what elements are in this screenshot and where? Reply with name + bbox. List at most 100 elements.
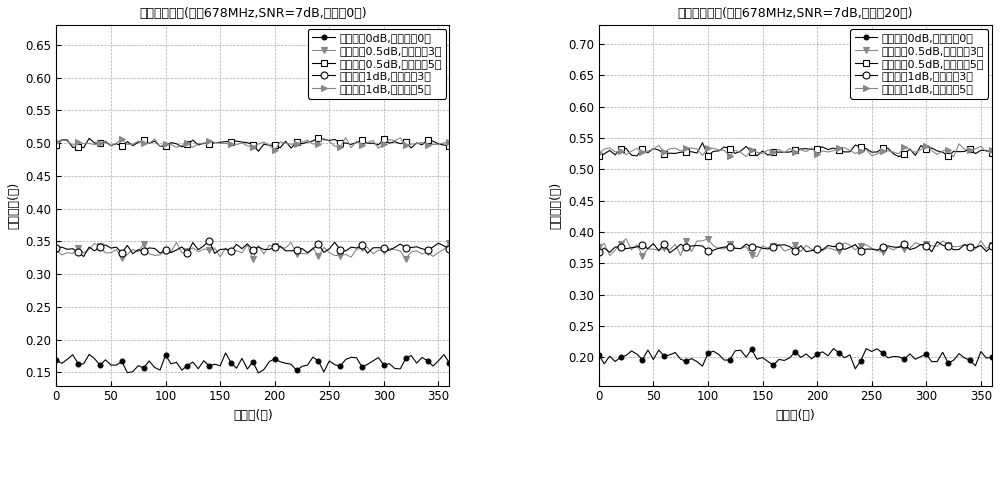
幅度误剘0.5dB,相位误剘5度 <box>389 139 401 145</box>
X-axis label: 方位角(度): 方位角(度) <box>233 409 273 422</box>
幅度误剘1dB,相位误剘3度 <box>50 245 62 251</box>
幅度误剘0.5dB,相位误剘5度 <box>400 139 412 145</box>
幅度误剘0.5dB,相位误剘3度 <box>942 242 954 248</box>
幅度误剘0.5dB,相位误剘3度 <box>958 241 970 247</box>
幅度误剘1dB,相位误剘3度 <box>443 246 455 252</box>
幅度误剘0.5dB,相位误剘3度 <box>285 240 297 245</box>
幅度误剘1dB,相位误剘3度 <box>187 240 199 245</box>
幅度误剘0dB,相位误剘0度 <box>220 350 232 356</box>
幅度误剘1dB,相位误剘3度 <box>389 244 401 250</box>
幅度误剘0.5dB,相位误剘5度 <box>931 148 943 154</box>
幅度误剘0.5dB,相位误剘3度 <box>400 256 412 262</box>
幅度误剘1dB,相位误剘5度 <box>400 143 412 148</box>
Line: 幅度误剘0.5dB,相位误剘5度: 幅度误剘0.5dB,相位误剘5度 <box>596 140 995 160</box>
幅度误剘0.5dB,相位误剘5度 <box>443 143 455 148</box>
幅度误剘0.5dB,相位误剘3度 <box>181 248 193 254</box>
幅度误剘0dB,相位误剘0度 <box>443 360 455 366</box>
幅度误剘1dB,相位误剘3度 <box>986 243 998 249</box>
Title: 方位测角精度(载频678MHz,SNR=7dB,俧仰角20度): 方位测角精度(载频678MHz,SNR=7dB,俧仰角20度) <box>678 7 913 20</box>
幅度误剘1dB,相位误剘5度 <box>948 154 960 160</box>
幅度误剘0.5dB,相位误剘3度 <box>680 238 692 244</box>
幅度误剘0.5dB,相位误剘5度 <box>247 142 259 147</box>
幅度误剘0dB,相位误剘0度 <box>50 357 62 363</box>
幅度误剘0.5dB,相位误剘5度 <box>958 148 970 154</box>
Title: 方位测角精度(载频678MHz,SNR=7dB,俧仰角0度): 方位测角精度(载频678MHz,SNR=7dB,俧仰角0度) <box>139 7 367 20</box>
幅度误剘1dB,相位误剘5度 <box>138 140 150 146</box>
幅度误剘0dB,相位误剘0度 <box>389 365 401 371</box>
幅度误剘1dB,相位误剘3度 <box>400 245 412 251</box>
幅度误剘0.5dB,相位误剘3度 <box>751 254 763 259</box>
幅度误剘0dB,相位误剘0度 <box>400 356 412 362</box>
幅度误剘1dB,相位误剘3度 <box>926 249 938 254</box>
幅度误剘1dB,相位误剘3度 <box>78 254 90 259</box>
幅度误剘0dB,相位误剘0度 <box>252 370 264 376</box>
幅度误剘1dB,相位误剘5度 <box>789 149 801 155</box>
幅度误剘0dB,相位误剘0度 <box>827 346 839 351</box>
幅度误剘1dB,相位误剘5度 <box>181 140 193 146</box>
幅度误剘1dB,相位误剘3度 <box>942 243 954 249</box>
Line: 幅度误剘0.5dB,相位误剘3度: 幅度误剘0.5dB,相位误剘3度 <box>53 239 453 263</box>
幅度误剘1dB,相位误剘3度 <box>729 245 741 251</box>
幅度误剘1dB,相位误剘5度 <box>247 144 259 150</box>
幅度误剘0.5dB,相位误剘3度 <box>593 244 605 250</box>
幅度误剘1dB,相位误剘3度 <box>203 238 215 243</box>
幅度误剘1dB,相位误剘3度 <box>958 242 970 248</box>
Legend: 幅度误剘0dB,相位误剘0度, 幅度误剘0.5dB,相位误剘3度, 幅度误剘0.5dB,相位误剘5度, 幅度误剘1dB,相位误剘3度, 幅度误剘1dB,相位误剘: 幅度误剘0dB,相位误剘0度, 幅度误剘0.5dB,相位误剘3度, 幅度误剘0.… <box>850 28 988 99</box>
Line: 幅度误剘0.5dB,相位误剘3度: 幅度误剘0.5dB,相位误剘3度 <box>595 235 995 260</box>
幅度误剘0.5dB,相位误剘5度 <box>696 140 708 146</box>
幅度误剘1dB,相位误剘3度 <box>931 239 943 244</box>
幅度误剘1dB,相位误剘3度 <box>258 247 270 253</box>
幅度误剘0.5dB,相位误剘5度 <box>593 154 605 160</box>
幅度误剘0.5dB,相位误剘5度 <box>181 142 193 147</box>
幅度误剘1dB,相位误剘3度 <box>664 250 676 255</box>
幅度误剘0.5dB,相位误剘5度 <box>50 142 62 148</box>
Line: 幅度误剘1dB,相位误剘3度: 幅度误剘1dB,相位误剘3度 <box>53 237 453 260</box>
幅度误剘0dB,相位误剘0度 <box>680 359 692 364</box>
幅度误剘0.5dB,相位误剘3度 <box>931 243 943 249</box>
幅度误剘0.5dB,相位误剘3度 <box>443 240 455 246</box>
Line: 幅度误剘0dB,相位误剘0度: 幅度误剘0dB,相位误剘0度 <box>596 346 994 371</box>
幅度误剘1dB,相位误剘5度 <box>269 147 281 153</box>
幅度误剘1dB,相位误剘5度 <box>50 139 62 145</box>
Line: 幅度误剘0.5dB,相位误剘5度: 幅度误剘0.5dB,相位误剘5度 <box>54 135 452 154</box>
幅度误剘1dB,相位误剘5度 <box>920 143 932 148</box>
Y-axis label: 测角误差(度): 测角误差(度) <box>7 182 20 229</box>
幅度误剘1dB,相位误剘5度 <box>340 134 352 140</box>
幅度误剘0dB,相位误剘0度 <box>958 355 970 361</box>
幅度误剘1dB,相位误剘5度 <box>986 147 998 153</box>
Line: 幅度误剘0dB,相位误剘0度: 幅度误剘0dB,相位误剘0度 <box>54 350 452 375</box>
幅度误剘1dB,相位误剘5度 <box>416 140 428 146</box>
幅度误剘1dB,相位误剘5度 <box>389 138 401 144</box>
幅度误剘0.5dB,相位误剘3度 <box>389 247 401 253</box>
幅度误剘1dB,相位误剘5度 <box>931 151 943 157</box>
幅度误剘1dB,相位误剘3度 <box>143 245 155 251</box>
幅度误剘1dB,相位误剘5度 <box>680 146 692 151</box>
幅度误剘0.5dB,相位误剘3度 <box>800 242 812 248</box>
幅度误剘0.5dB,相位误剘3度 <box>986 242 998 248</box>
幅度误剘0.5dB,相位误剘5度 <box>252 148 264 154</box>
幅度误剘0dB,相位误剘0度 <box>593 352 605 358</box>
幅度误剘1dB,相位误剘3度 <box>593 249 605 254</box>
幅度误剘0dB,相位误剘0度 <box>416 355 428 361</box>
幅度误剘1dB,相位误剘5度 <box>593 150 605 156</box>
幅度误剘0dB,相位误剘0度 <box>724 357 736 363</box>
幅度误剘0.5dB,相位误剘5度 <box>986 150 998 156</box>
幅度误剘0.5dB,相位误剘3度 <box>50 247 62 253</box>
幅度误剘1dB,相位误剘5度 <box>443 140 455 146</box>
幅度误剘0dB,相位误剘0度 <box>258 367 270 373</box>
幅度误剘0.5dB,相位误剘5度 <box>729 150 741 156</box>
Y-axis label: 测角误差(度): 测角误差(度) <box>549 182 562 229</box>
幅度误剘0.5dB,相位误剘3度 <box>702 236 714 241</box>
幅度误剘0dB,相位误剘0度 <box>138 365 150 371</box>
幅度误剘0.5dB,相位误剘5度 <box>416 142 428 147</box>
幅度误剘0.5dB,相位误剘5度 <box>893 154 905 160</box>
Line: 幅度误剘1dB,相位误剘5度: 幅度误剘1dB,相位误剘5度 <box>595 140 995 161</box>
幅度误剘0dB,相位误剘0度 <box>986 355 998 361</box>
Legend: 幅度误剘0dB,相位误剘0度, 幅度误剘0.5dB,相位误剘3度, 幅度误剘0.5dB,相位误剘5度, 幅度误剘1dB,相位误剘3度, 幅度误剘1dB,相位误剘: 幅度误剘0dB,相位误剘0度, 幅度误剘0.5dB,相位误剘3度, 幅度误剘0.… <box>308 28 446 99</box>
幅度误剘1dB,相位误剘5度 <box>953 141 965 147</box>
幅度误剘0dB,相位误剘0度 <box>181 362 193 368</box>
幅度误剘1dB,相位误剘3度 <box>686 243 698 249</box>
幅度误剘0.5dB,相位误剘3度 <box>138 241 150 247</box>
幅度误剘0.5dB,相位误剘5度 <box>942 153 954 159</box>
幅度误剘0.5dB,相位误剘5度 <box>680 149 692 155</box>
